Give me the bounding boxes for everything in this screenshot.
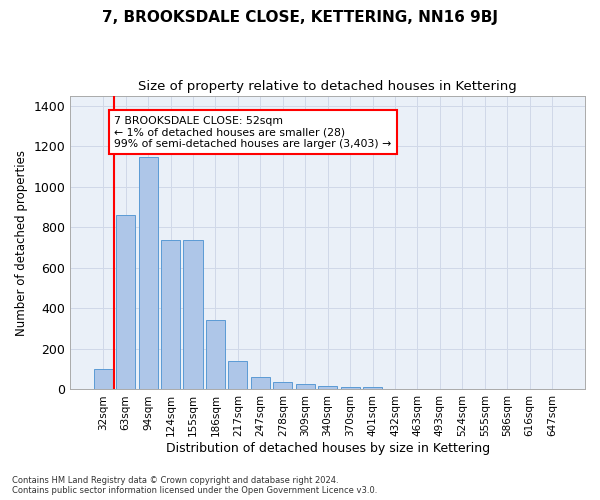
Bar [341, 387, 359, 390]
Bar [206, 320, 225, 390]
Text: Contains HM Land Registry data © Crown copyright and database right 2024.
Contai: Contains HM Land Registry data © Crown c… [12, 476, 377, 495]
Title: Size of property relative to detached houses in Kettering: Size of property relative to detached ho… [138, 80, 517, 93]
Bar [251, 377, 270, 390]
Bar [229, 361, 247, 390]
Bar [363, 387, 382, 390]
Bar [273, 382, 292, 390]
Bar [116, 215, 135, 390]
Bar [161, 240, 180, 390]
Y-axis label: Number of detached properties: Number of detached properties [15, 150, 28, 336]
X-axis label: Distribution of detached houses by size in Kettering: Distribution of detached houses by size … [166, 442, 490, 455]
Bar [184, 240, 203, 390]
Bar [139, 158, 158, 390]
Bar [94, 369, 113, 390]
Text: 7, BROOKSDALE CLOSE, KETTERING, NN16 9BJ: 7, BROOKSDALE CLOSE, KETTERING, NN16 9BJ [102, 10, 498, 25]
Text: 7 BROOKSDALE CLOSE: 52sqm
← 1% of detached houses are smaller (28)
99% of semi-d: 7 BROOKSDALE CLOSE: 52sqm ← 1% of detach… [115, 116, 392, 149]
Bar [318, 386, 337, 390]
Bar [296, 384, 315, 390]
